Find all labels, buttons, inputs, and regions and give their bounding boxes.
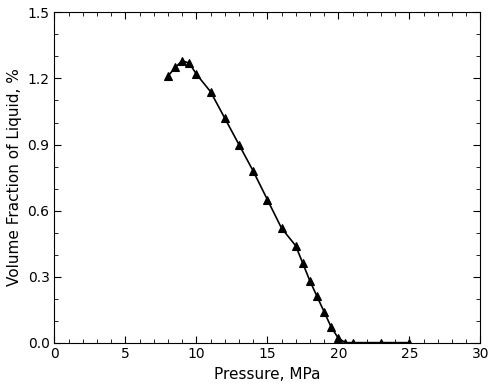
X-axis label: Pressure, MPa: Pressure, MPa bbox=[214, 367, 320, 382]
Y-axis label: Volume Fraction of Liquid, %: Volume Fraction of Liquid, % bbox=[7, 68, 22, 286]
